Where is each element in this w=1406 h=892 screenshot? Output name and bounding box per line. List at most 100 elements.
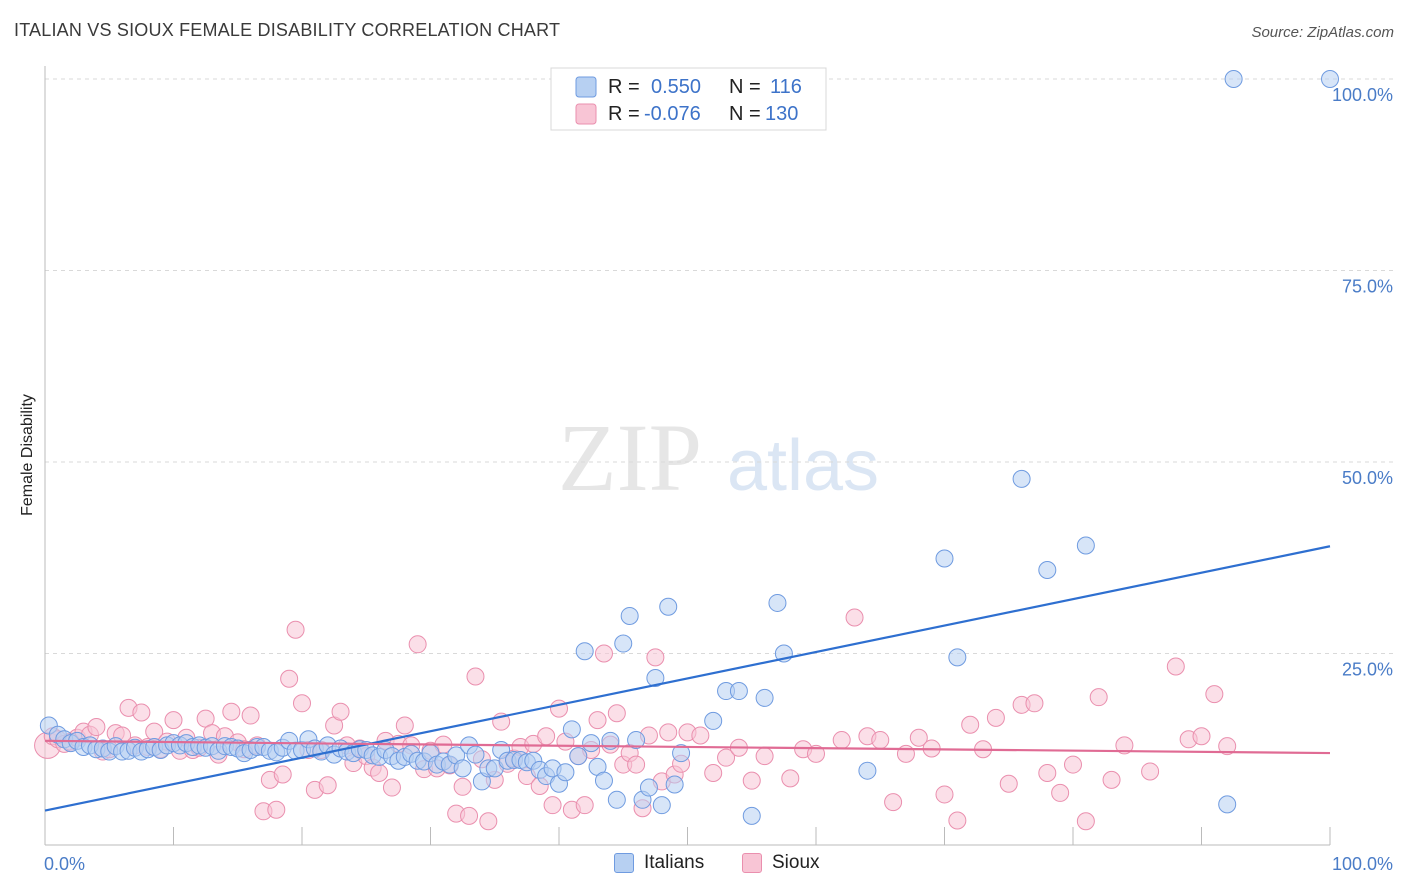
chart-title: ITALIAN VS SIOUX FEMALE DISABILITY CORRE…: [14, 20, 561, 40]
italians-point: [620, 606, 639, 625]
sioux-point: [1089, 688, 1108, 707]
sioux-point: [646, 648, 665, 667]
legend-swatch-sioux: [575, 103, 597, 125]
sioux-point: [935, 785, 954, 804]
series-italians: [39, 70, 1339, 825]
italians-point: [742, 806, 761, 825]
sioux-point: [408, 635, 427, 654]
legend-n-label-italians: N =: [729, 76, 761, 98]
trend-lines: [44, 545, 1331, 812]
sioux-point: [717, 748, 736, 767]
sioux-point: [627, 755, 646, 774]
sioux-point: [1025, 694, 1044, 713]
bottom-legend-sioux: Sioux: [742, 852, 820, 874]
sioux-point: [742, 771, 761, 790]
watermark: ZIP atlas: [558, 404, 879, 511]
data-points: [34, 70, 1339, 831]
italians-point: [652, 796, 671, 815]
sioux-label: Sioux: [772, 852, 820, 873]
legend-swatch-italians: [575, 76, 597, 98]
legend: R = 0.550 N = 116 R = -0.076 N = 130: [550, 67, 827, 131]
sioux-point: [1205, 685, 1224, 704]
sioux-point: [222, 702, 241, 721]
sioux-point: [948, 811, 967, 830]
sioux-point: [132, 703, 151, 722]
sioux-point: [453, 777, 472, 796]
italians-point: [672, 744, 691, 763]
sioux-swatch: [742, 853, 762, 873]
sioux-point: [999, 774, 1018, 793]
sioux-point: [370, 763, 389, 782]
italians-point: [768, 593, 787, 612]
legend-r-value-sioux: -0.076: [644, 103, 701, 125]
legend-r-label-sioux: R =: [608, 103, 640, 125]
italians-point: [601, 731, 620, 750]
sioux-point: [845, 608, 864, 627]
axes: [44, 66, 1331, 846]
sioux-point: [267, 800, 286, 819]
italians-point: [858, 761, 877, 780]
sioux-point: [704, 763, 723, 782]
y-tick-label: 100.0%: [1332, 85, 1393, 105]
sioux-point: [87, 718, 106, 737]
italians-point: [562, 720, 581, 739]
italians-point: [935, 549, 954, 568]
legend-n-label-sioux: N =: [729, 103, 761, 125]
sioux-point: [479, 812, 498, 831]
italians-point: [659, 597, 678, 616]
legend-r-label-italians: R =: [608, 76, 640, 98]
sioux-point: [909, 728, 928, 747]
italians-point: [453, 759, 472, 778]
sioux-point: [594, 644, 613, 663]
sioux-point: [832, 731, 851, 750]
italians-point: [1224, 70, 1243, 88]
legend-r-value-italians: 0.550: [651, 76, 701, 98]
sioux-point: [1076, 812, 1095, 831]
sioux-point: [382, 778, 401, 797]
sioux-point: [273, 765, 292, 784]
sioux-point: [1051, 783, 1070, 802]
sioux-point: [781, 769, 800, 788]
italians-point: [1038, 561, 1057, 580]
sioux-point: [1218, 737, 1237, 756]
italians-trend-line: [44, 545, 1331, 812]
sioux-point: [1166, 657, 1185, 676]
legend-n-value-italians: 116: [770, 76, 802, 98]
italians-point: [582, 734, 601, 753]
sioux-point: [961, 715, 980, 734]
italians-point: [646, 669, 665, 688]
y-tick-label: 75.0%: [1342, 277, 1393, 297]
sioux-point: [755, 747, 774, 766]
legend-box: [550, 67, 827, 131]
sioux-point: [293, 694, 311, 713]
italians-point: [575, 642, 594, 661]
sioux-point: [280, 669, 299, 688]
italians-point: [569, 747, 588, 766]
sioux-point: [659, 723, 678, 742]
sioux-point: [331, 702, 350, 721]
y-tick-label: 50.0%: [1342, 468, 1393, 488]
sioux-point: [575, 796, 594, 815]
sioux-point: [241, 706, 260, 725]
italians-point: [1321, 70, 1339, 88]
gridlines: [45, 78, 1395, 654]
sioux-trend-line: [44, 739, 1331, 755]
italians-point: [704, 711, 723, 730]
sioux-point: [286, 620, 305, 639]
italians-point: [1012, 469, 1031, 488]
sioux-point: [1115, 736, 1134, 755]
sioux-point: [1038, 763, 1057, 782]
italians-point: [466, 745, 485, 764]
chart-source: Source: ZipAtlas.com: [1251, 24, 1394, 41]
bottom-legend-italians: Italians: [614, 852, 704, 874]
sioux-point: [807, 744, 825, 763]
sioux-point: [1102, 770, 1121, 789]
sioux-point: [466, 667, 485, 686]
tick-labels: 100.0% 75.0% 50.0% 25.0% 0.0% 100.0%: [44, 85, 1393, 874]
sioux-point: [588, 711, 607, 730]
sioux-point: [1192, 727, 1211, 746]
italians-label: Italians: [644, 852, 705, 873]
italians-point: [614, 634, 633, 653]
italians-point: [755, 688, 774, 707]
